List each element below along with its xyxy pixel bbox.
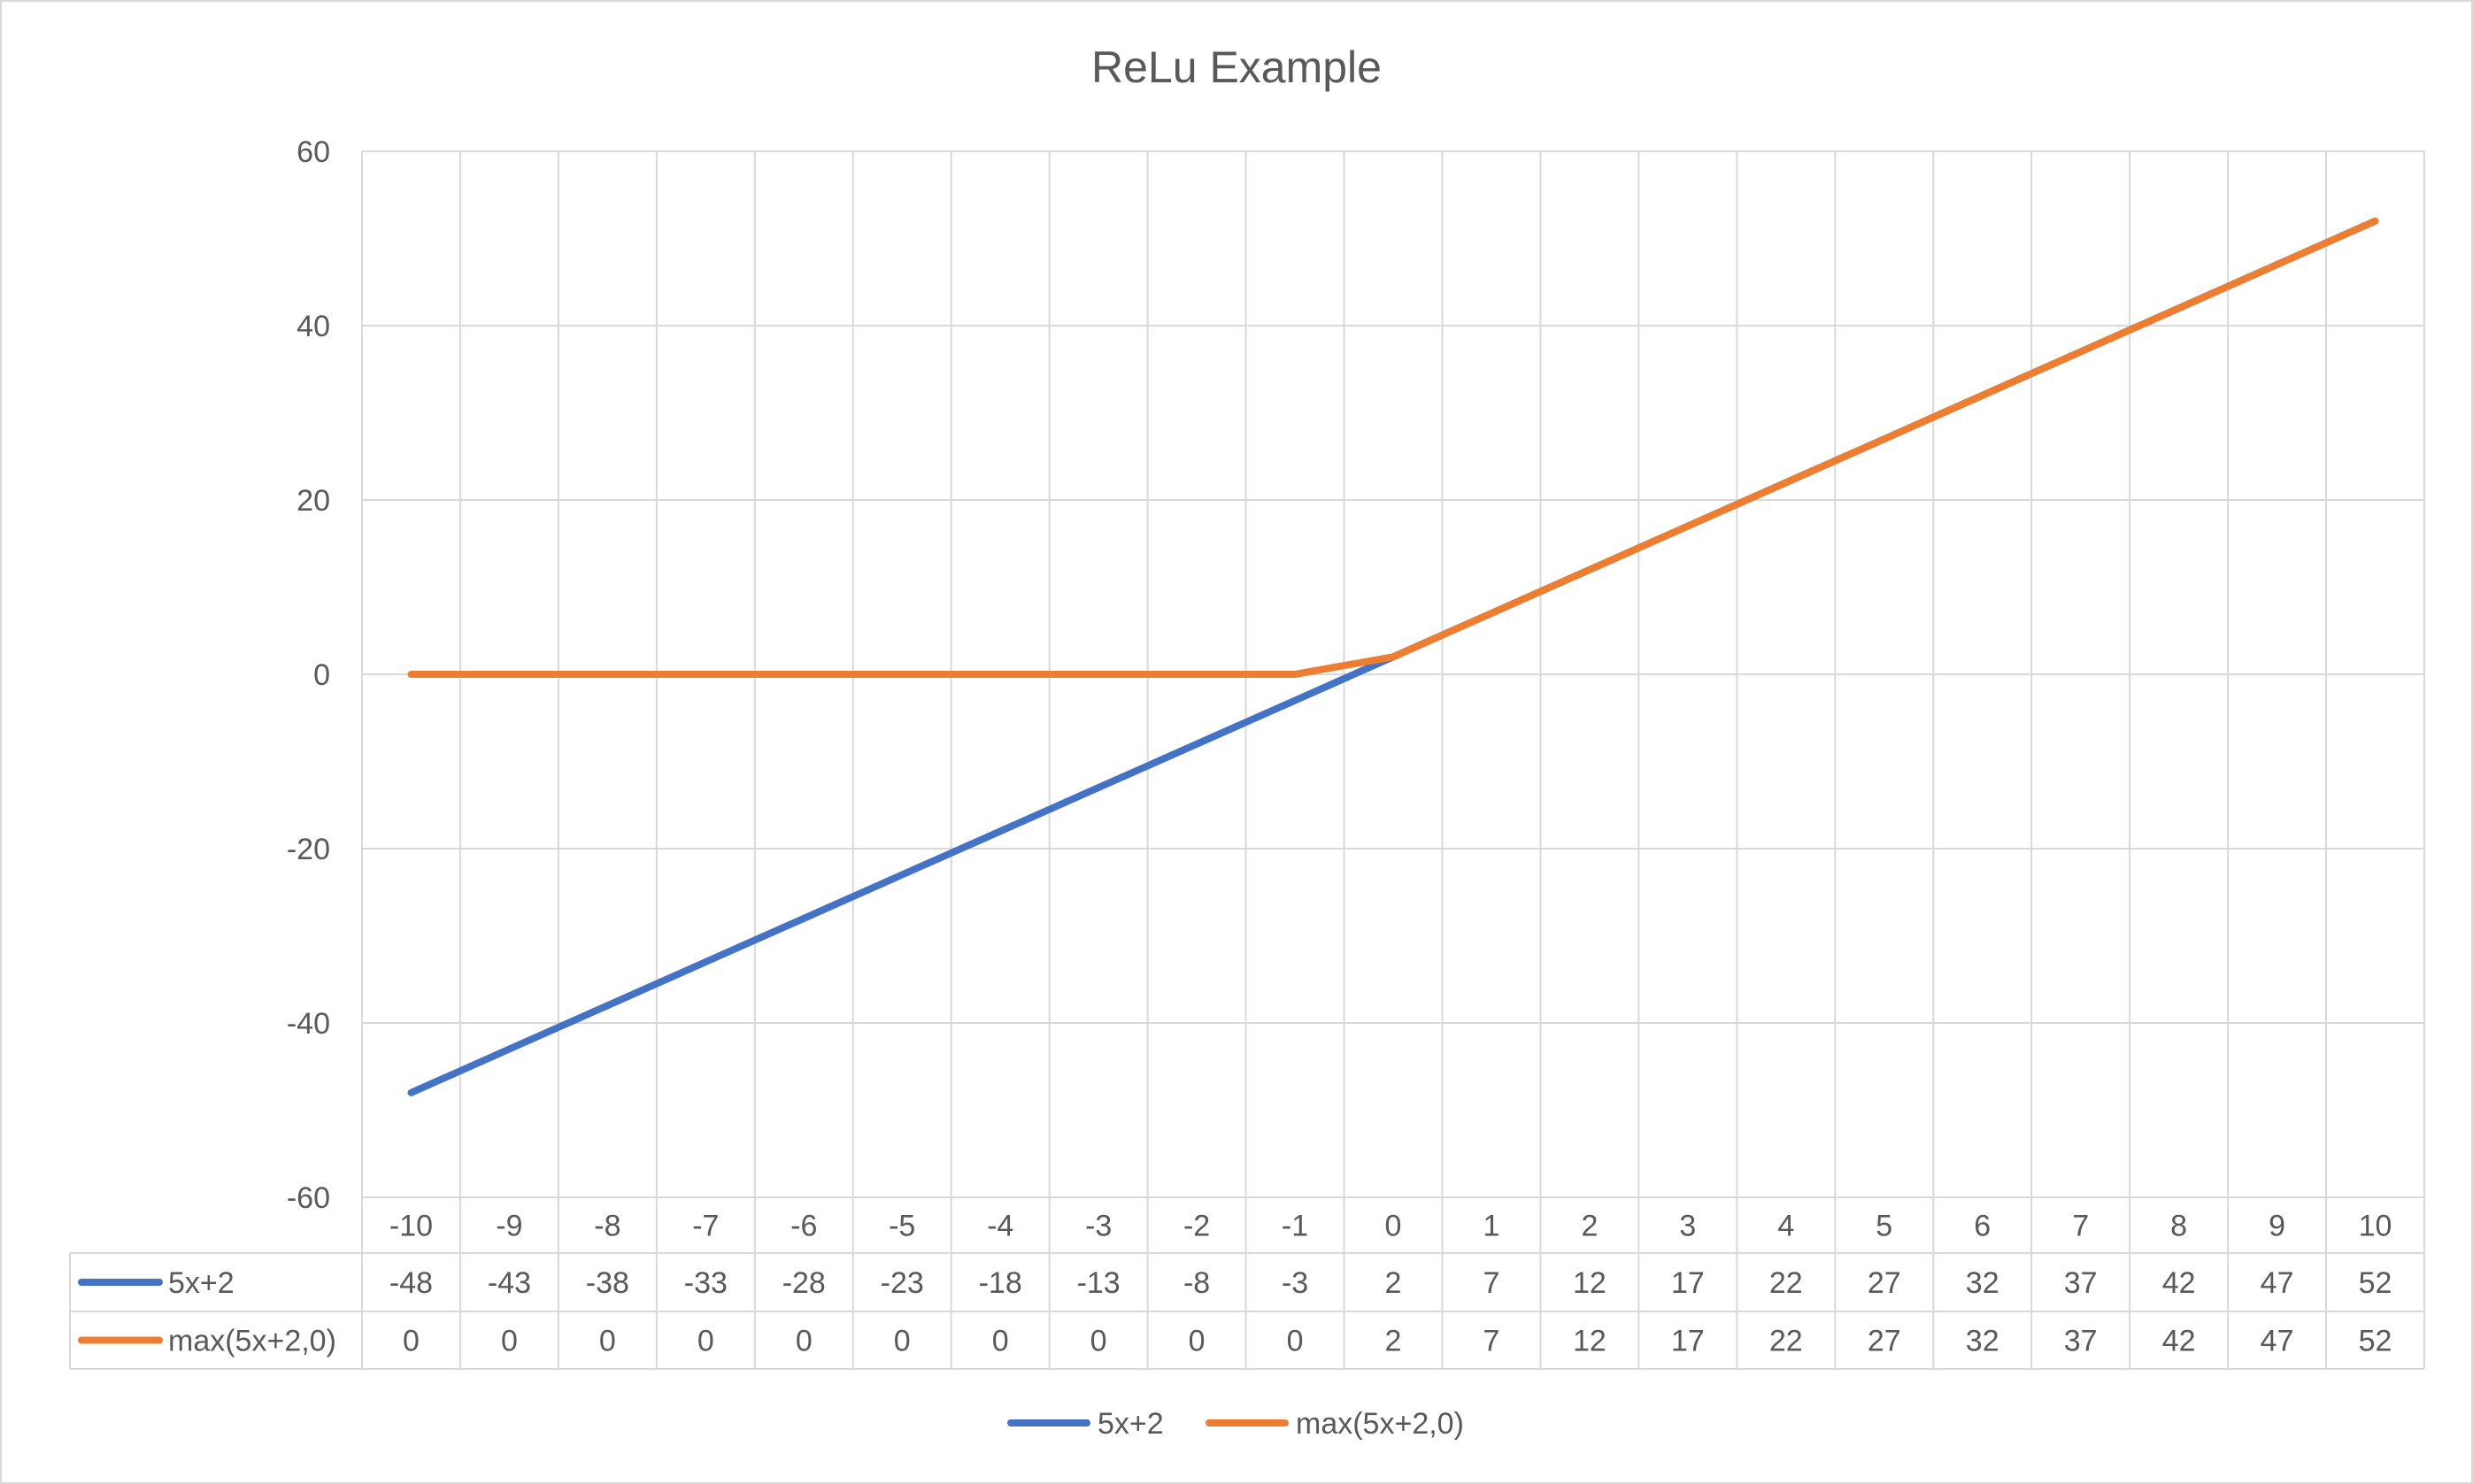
table-cell-value: 0 xyxy=(599,1325,616,1358)
table-cell-value: 22 xyxy=(1769,1266,1803,1300)
table-cell-value: -33 xyxy=(684,1266,728,1300)
x-category-label: -8 xyxy=(594,1210,620,1243)
table-cell-value: -13 xyxy=(1077,1266,1121,1300)
table-cell-value: 2 xyxy=(1385,1325,1402,1358)
x-category-label: 9 xyxy=(2269,1210,2285,1243)
table-cell-value: 7 xyxy=(1483,1325,1499,1358)
y-tick-label: 40 xyxy=(297,310,330,343)
x-category-label: -10 xyxy=(389,1210,433,1243)
table-cell-value: 32 xyxy=(1966,1325,1999,1358)
x-category-label: -4 xyxy=(987,1210,1013,1243)
x-category-label: -7 xyxy=(692,1210,719,1243)
x-category-label: -6 xyxy=(790,1210,817,1243)
table-cell-value: -28 xyxy=(782,1266,826,1300)
y-tick-label: -60 xyxy=(287,1181,330,1215)
x-category-label: 7 xyxy=(2072,1210,2089,1243)
table-cell-value: 12 xyxy=(1573,1266,1606,1300)
table-cell-value: -18 xyxy=(979,1266,1022,1300)
table-cell-value: 0 xyxy=(796,1325,813,1358)
legend: 5x+2 max(5x+2,0) xyxy=(1007,1407,1464,1441)
x-category-label: -5 xyxy=(889,1210,915,1243)
table-cell-value: 17 xyxy=(1671,1266,1705,1300)
x-category-label: -9 xyxy=(496,1210,522,1243)
table-cell-value: 17 xyxy=(1671,1325,1705,1358)
table-series-name: 5x+2 xyxy=(168,1266,235,1300)
x-category-label: 3 xyxy=(1679,1210,1696,1243)
table-cell-value: -38 xyxy=(586,1266,629,1300)
x-category-label: -2 xyxy=(1183,1210,1210,1243)
table-series-name: max(5x+2,0) xyxy=(168,1325,336,1358)
table-cell-value: 52 xyxy=(2359,1325,2392,1358)
table-cell-value: 0 xyxy=(992,1325,1009,1358)
table-cell-value: 42 xyxy=(2162,1266,2196,1300)
y-tick-label: 0 xyxy=(313,658,330,692)
table-cell-value: 22 xyxy=(1769,1325,1803,1358)
table-cell-value: 0 xyxy=(501,1325,518,1358)
table-cell-value: -3 xyxy=(1282,1266,1308,1300)
table-cell-value: 52 xyxy=(2359,1266,2392,1300)
series-layer xyxy=(407,217,2379,1096)
y-axis-ticks: 60 40 20 0 -20 -40 -60 xyxy=(287,135,330,1215)
table-cell-value: -43 xyxy=(488,1266,531,1300)
table-cell-value: 0 xyxy=(1189,1325,1206,1358)
table-cell-value: -8 xyxy=(1183,1266,1210,1300)
y-tick-label: -20 xyxy=(287,833,330,866)
x-category-label: 6 xyxy=(1974,1210,1991,1243)
table-cell-value: -23 xyxy=(881,1266,924,1300)
x-category-label: 10 xyxy=(2359,1210,2392,1243)
x-category-label: -3 xyxy=(1085,1210,1112,1243)
table-cell-value: 0 xyxy=(894,1325,911,1358)
table-cell-value: 37 xyxy=(2064,1325,2098,1358)
table-cell-value: 27 xyxy=(1868,1266,1901,1300)
table-cell-value: 12 xyxy=(1573,1325,1606,1358)
x-category-label: 8 xyxy=(2170,1210,2187,1243)
x-category-label: 4 xyxy=(1777,1210,1794,1243)
y-tick-label: 20 xyxy=(297,484,330,518)
table-cell-value: 0 xyxy=(403,1325,420,1358)
table-cell-value: 0 xyxy=(697,1325,714,1358)
table-cell-value: 27 xyxy=(1868,1325,1901,1358)
y-tick-label: -40 xyxy=(287,1007,330,1041)
y-tick-label: 60 xyxy=(297,135,330,169)
table-cell-value: 47 xyxy=(2261,1325,2294,1358)
series-line-2 xyxy=(407,217,2379,678)
x-category-label: 1 xyxy=(1483,1210,1499,1243)
table-cell-value: 7 xyxy=(1483,1266,1499,1300)
x-category-label: 0 xyxy=(1385,1210,1402,1243)
table-cell-value: 47 xyxy=(2261,1266,2294,1300)
table-cell-value: 42 xyxy=(2162,1325,2196,1358)
table-cell-value: 37 xyxy=(2064,1266,2098,1300)
table-cell-value: 0 xyxy=(1287,1325,1304,1358)
x-category-label: 2 xyxy=(1581,1210,1598,1243)
legend-label: 5x+2 xyxy=(1098,1407,1164,1441)
chart-title: ReLu Example xyxy=(1091,42,1382,92)
legend-label: max(5x+2,0) xyxy=(1296,1407,1464,1441)
table-cell-value: -48 xyxy=(389,1266,433,1300)
table-cell-value: 0 xyxy=(1090,1325,1107,1358)
grid-layer xyxy=(361,150,2425,1369)
x-category-label: 5 xyxy=(1876,1210,1892,1243)
table-cell-value: 32 xyxy=(1966,1266,1999,1300)
table-cell-value: 2 xyxy=(1385,1266,1402,1300)
x-category-label: -1 xyxy=(1282,1210,1308,1243)
